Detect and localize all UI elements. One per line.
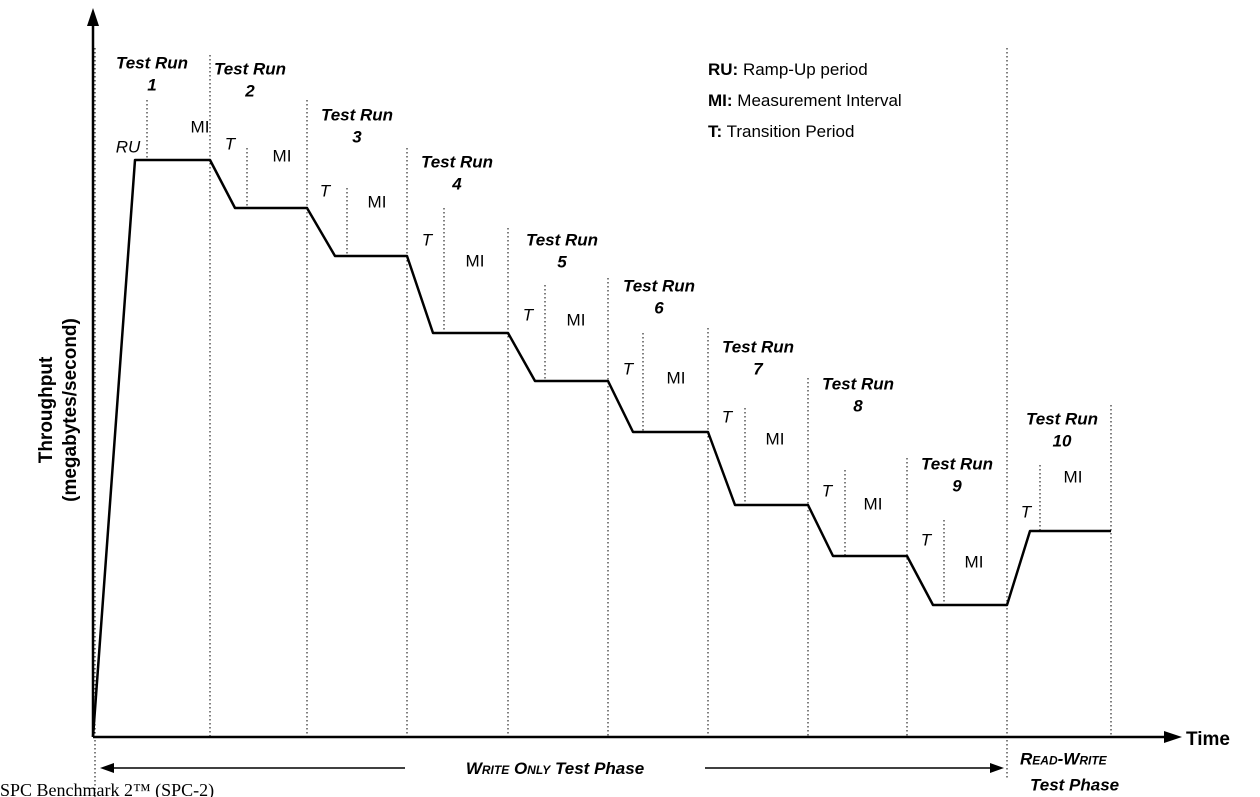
period-label: T (921, 530, 933, 549)
legend-entry: T: Transition Period (708, 122, 854, 141)
interval-label: MI (368, 192, 387, 211)
run-number: 3 (352, 127, 362, 146)
run-title: Test Run (623, 276, 695, 295)
run-title: Test Run (722, 337, 794, 356)
run-title: Test Run (921, 454, 993, 473)
legend-key: RU: (708, 60, 738, 79)
run-title: Test Run (116, 53, 188, 72)
legend-key: MI: (708, 91, 733, 110)
legend-text: Measurement Interval (737, 91, 901, 110)
run-number: 2 (244, 81, 255, 100)
phase-name: Write Only (466, 759, 551, 778)
interval-label: MI (1064, 467, 1083, 486)
run-number: 4 (451, 174, 462, 193)
period-label: T (722, 407, 734, 426)
run-title: Test Run (526, 230, 598, 249)
run-number: 5 (557, 252, 567, 271)
period-label: T (225, 134, 237, 153)
phase-name: Read-Write (1020, 749, 1108, 768)
interval-label: MI (965, 552, 984, 571)
footer: SPC Benchmark 2™ (SPC-2) (0, 780, 214, 797)
interval-label: MI (667, 368, 686, 387)
phase-suffix: Test Phase (1030, 775, 1119, 794)
interval-label: MI (273, 146, 292, 165)
x-axis-arrow (1164, 731, 1182, 743)
run-title: Test Run (321, 105, 393, 124)
throughput-line (91, 158, 1111, 738)
run-title: Test Run (822, 374, 894, 393)
legend-text: Ramp-Up period (743, 60, 868, 79)
run-title: Test Run (214, 59, 286, 78)
y-axis-arrow (87, 8, 99, 26)
period-label: T (422, 230, 434, 249)
y-axis-label: Throughput (megabytes/second) (36, 318, 81, 502)
phase-arrow-head (990, 763, 1004, 773)
run-number: 7 (753, 359, 764, 378)
period-label: T (822, 481, 834, 500)
legend-entry: MI: Measurement Interval (708, 91, 902, 110)
legend-key: T: (708, 122, 722, 141)
x-axis-label: Time (1186, 729, 1230, 750)
period-label: T (623, 359, 635, 378)
run-title: Test Run (1026, 409, 1098, 428)
interval-label: MI (864, 494, 883, 513)
run-number: 6 (654, 298, 664, 317)
phase-label-bg (405, 755, 705, 781)
phase-suffix: Test Phase (555, 759, 644, 778)
run-title: Test Run (421, 152, 493, 171)
y-axis-label-line: (megabytes/second) (60, 318, 81, 502)
period-label: T (1021, 502, 1033, 521)
run-number: 8 (853, 396, 863, 415)
period-label: RU (116, 137, 141, 156)
interval-label: MI (567, 310, 586, 329)
run-number: 10 (1053, 431, 1072, 450)
phase-label: Write Only Test Phase (466, 759, 644, 778)
period-label: T (523, 305, 535, 324)
interval-label: MI (466, 251, 485, 270)
period-label: T (320, 181, 332, 200)
interval-label: MI (766, 429, 785, 448)
legend-entry: RU: Ramp-Up period (708, 60, 868, 79)
run-number: 9 (952, 476, 962, 495)
legend-text: Transition Period (727, 122, 855, 141)
phase-arrow-head (100, 763, 114, 773)
run-number: 1 (147, 75, 156, 94)
y-axis-label-line: Throughput (36, 356, 57, 463)
interval-label: MI (191, 117, 210, 136)
